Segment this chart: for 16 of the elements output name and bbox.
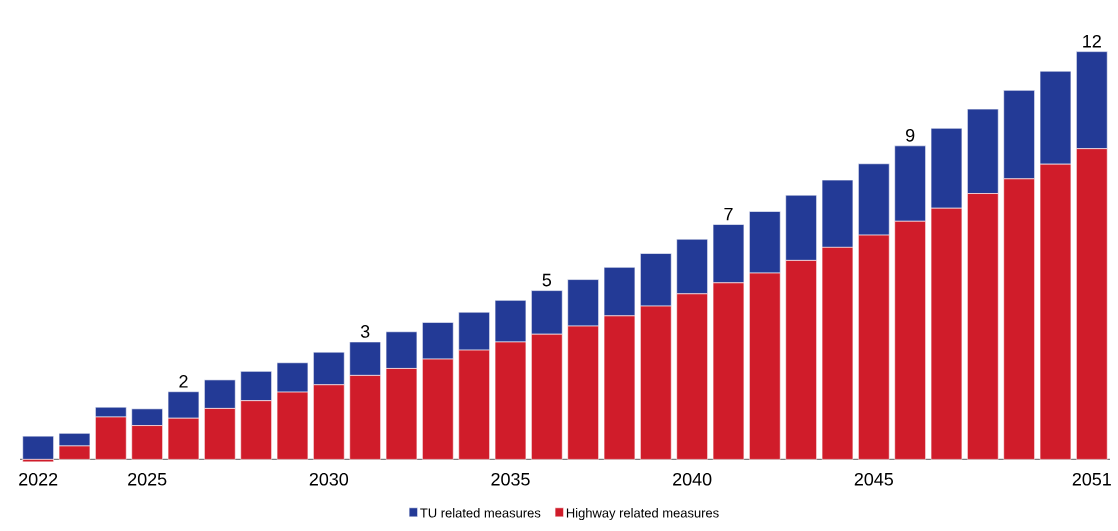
legend-label: Highway related measures <box>566 508 719 521</box>
bar <box>22 435 54 460</box>
x-tick-label: 2030 <box>309 472 349 486</box>
x-tick-label: 2022 <box>19 472 58 486</box>
annotation: 3 <box>360 325 370 338</box>
x-tick-label: 2045 <box>854 472 893 486</box>
annotation: 9 <box>906 128 915 142</box>
legend-label: TU related measures <box>420 508 541 518</box>
annotation: 5 <box>542 273 552 287</box>
x-tick-label: 2025 <box>128 472 167 486</box>
x-tick-label: 2040 <box>673 472 712 486</box>
x-tick-label: 2035 <box>491 472 530 486</box>
annotation: 12 <box>1083 34 1101 48</box>
annotation: 2 <box>179 374 188 388</box>
annotation: 7 <box>724 207 733 221</box>
x-tick-label: 2051 <box>1072 472 1111 486</box>
